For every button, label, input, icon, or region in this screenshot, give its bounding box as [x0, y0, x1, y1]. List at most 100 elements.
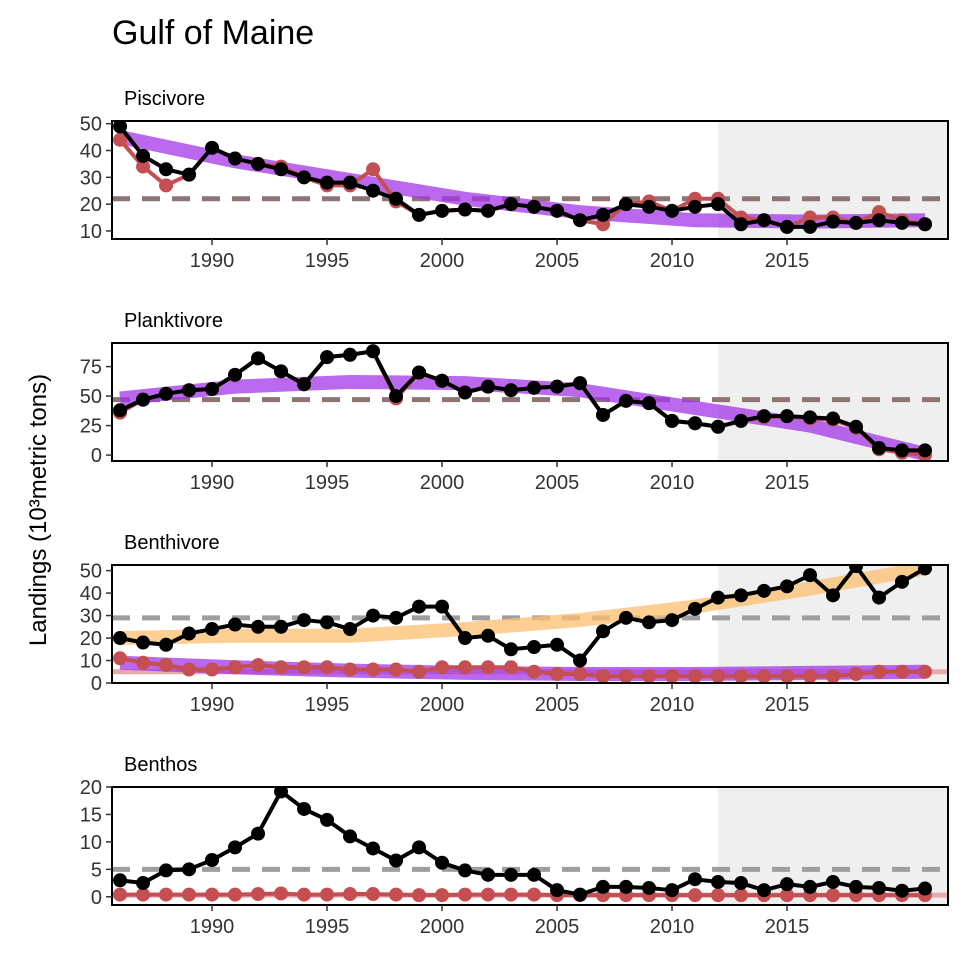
- x-tick-label: 1995: [305, 694, 350, 716]
- data-point: [803, 219, 818, 234]
- data-point: [412, 840, 427, 855]
- data-point: [389, 887, 404, 902]
- data-point: [619, 197, 634, 212]
- data-point: [412, 207, 427, 222]
- data-point: [435, 373, 450, 388]
- plot-area: [112, 565, 948, 683]
- data-point: [711, 888, 726, 903]
- data-point: [136, 635, 151, 650]
- y-tick-label: 20: [80, 628, 102, 650]
- data-point: [366, 841, 381, 856]
- y-tick-label: 40: [80, 583, 102, 605]
- data-point: [642, 199, 657, 214]
- data-point: [849, 879, 864, 894]
- data-point: [895, 664, 910, 679]
- data-point: [343, 887, 358, 902]
- data-point: [711, 590, 726, 605]
- x-tick-label: 1995: [305, 250, 350, 272]
- panel-border: [111, 564, 949, 684]
- plot-area: [112, 787, 948, 905]
- data-point: [182, 167, 197, 182]
- x-tick-label: 2000: [420, 472, 465, 494]
- y-tick-label: 15: [80, 804, 102, 826]
- data-point: [458, 631, 473, 646]
- y-tick-label: 30: [80, 606, 102, 628]
- data-point: [918, 881, 933, 896]
- y-tick-label: 40: [80, 141, 102, 163]
- y-tick-label: 75: [80, 357, 102, 379]
- data-point: [918, 664, 933, 679]
- y-tick-label: 20: [80, 777, 102, 799]
- data-point: [550, 667, 565, 682]
- panel-border: [111, 786, 949, 906]
- data-point: [113, 873, 128, 888]
- data-point: [458, 202, 473, 217]
- x-tick-label: 2005: [535, 916, 580, 938]
- x-tick-label: 2010: [650, 916, 695, 938]
- data-point: [573, 887, 588, 902]
- y-tick-label: 10: [80, 221, 102, 243]
- data-point: [711, 874, 726, 889]
- data-point: [734, 588, 749, 603]
- data-point: [274, 660, 289, 675]
- data-point: [780, 888, 795, 903]
- panel: Benthos 0 5 10 15 20 1990 1995 2000 2005 2010 2015: [80, 754, 949, 938]
- data-point: [297, 660, 312, 675]
- x-tick-label: 2015: [765, 250, 810, 272]
- y-tick-label: 0: [91, 887, 102, 909]
- data-point: [113, 887, 128, 902]
- data-point: [803, 669, 818, 683]
- data-point: [619, 393, 634, 408]
- data-point: [872, 664, 887, 679]
- data-point: [619, 669, 634, 683]
- data-point: [711, 419, 726, 434]
- data-point: [596, 669, 611, 683]
- data-point: [412, 664, 427, 679]
- data-point: [343, 175, 358, 190]
- data-point: [343, 347, 358, 362]
- data-point: [458, 385, 473, 400]
- data-point: [182, 383, 197, 398]
- data-point: [113, 651, 128, 666]
- y-tick-label: 5: [91, 859, 102, 881]
- data-point: [366, 662, 381, 677]
- y-tick-label: 20: [80, 194, 102, 216]
- data-point: [872, 880, 887, 895]
- data-point: [136, 876, 151, 891]
- data-point: [688, 888, 703, 903]
- data-point: [481, 867, 496, 882]
- data-point: [159, 863, 174, 878]
- y-tick-label: 50: [80, 114, 102, 136]
- data-point: [435, 203, 450, 218]
- data-point: [757, 883, 772, 898]
- data-point: [550, 379, 565, 394]
- data-point: [711, 197, 726, 212]
- data-point: [918, 217, 933, 232]
- data-point: [366, 183, 381, 198]
- data-point: [320, 350, 335, 365]
- x-tick-label: 2005: [535, 694, 580, 716]
- panel-border: [111, 342, 949, 462]
- data-point: [780, 409, 795, 424]
- data-point: [757, 583, 772, 598]
- data-point: [412, 888, 427, 903]
- y-tick-label: 50: [80, 561, 102, 583]
- data-point: [136, 392, 151, 407]
- data-point: [274, 364, 289, 379]
- data-point: [159, 386, 174, 401]
- data-point: [389, 389, 404, 404]
- data-point: [251, 351, 266, 366]
- data-point: [320, 175, 335, 190]
- x-tick-label: 1990: [190, 472, 235, 494]
- data-point: [688, 601, 703, 616]
- data-point: [159, 658, 174, 673]
- panel: Planktivore 0 25 50 75 1990 1995 2000 2005 2010 20…: [80, 310, 949, 494]
- data-point: [826, 888, 841, 903]
- data-point: [389, 662, 404, 677]
- data-point: [734, 217, 749, 232]
- data-point: [228, 840, 243, 855]
- data-point: [228, 151, 243, 166]
- data-point: [734, 669, 749, 683]
- data-point: [596, 624, 611, 639]
